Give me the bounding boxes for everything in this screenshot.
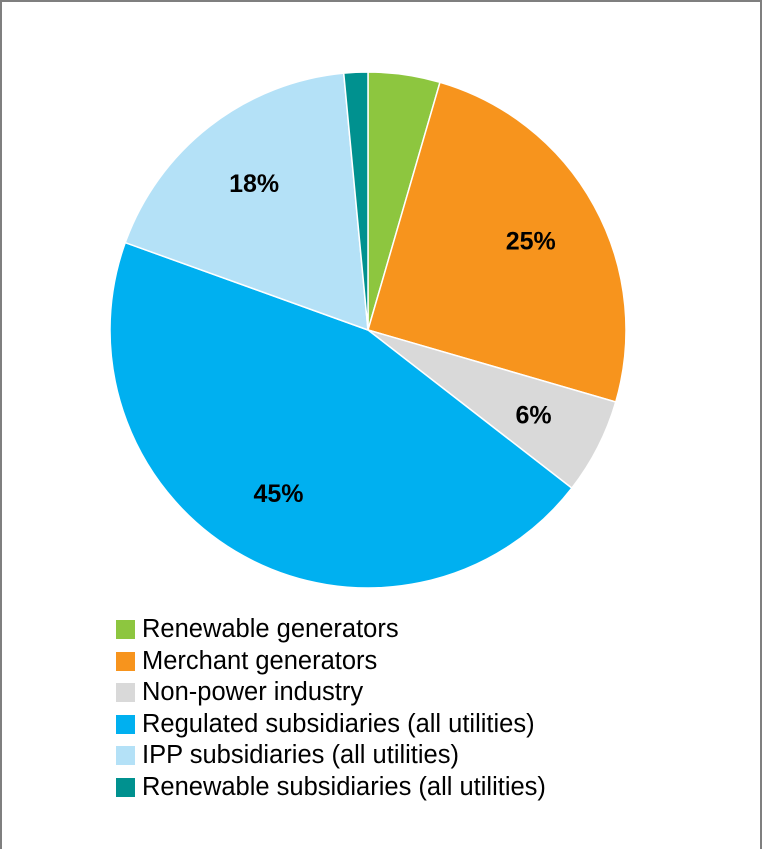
legend-label: Renewable subsidiaries (all utilities) xyxy=(142,772,546,801)
pie-slice xyxy=(124,72,369,332)
pie-chart: 25% 6% 45% 18% xyxy=(109,71,627,589)
slice-data-label: 25% xyxy=(506,228,556,256)
legend-item-regulated-subsidiaries: Regulated subsidiaries (all utilities) xyxy=(116,709,546,741)
slice-data-label: 18% xyxy=(229,170,279,198)
legend-label: Renewable generators xyxy=(142,615,399,644)
legend-item-ipp-subsidiaries: IPP subsidiaries (all utilities) xyxy=(116,740,546,772)
legend-label: IPP subsidiaries (all utilities) xyxy=(142,741,459,770)
legend-item-merchant-generators: Merchant generators xyxy=(116,646,546,678)
legend: Renewable generators Merchant generators… xyxy=(116,614,546,803)
pie-slice xyxy=(109,241,573,589)
pie-slice xyxy=(342,71,369,331)
legend-swatch xyxy=(116,651,135,671)
legend-swatch xyxy=(116,777,135,797)
legend-label: Non-power industry xyxy=(142,678,364,707)
legend-swatch xyxy=(116,714,135,734)
legend-swatch xyxy=(116,746,135,766)
slice-data-label: 6% xyxy=(515,401,551,429)
legend-label: Merchant generators xyxy=(142,646,378,675)
legend-item-renewable-generators: Renewable generators xyxy=(116,614,546,646)
legend-swatch xyxy=(116,620,135,640)
pie-slice xyxy=(367,81,627,403)
legend-item-renewable-subsidiaries: Renewable subsidiaries (all utilities) xyxy=(116,772,546,804)
legend-label: Regulated subsidiaries (all utilities) xyxy=(142,709,535,738)
legend-item-non-power-industry: Non-power industry xyxy=(116,677,546,709)
slice-data-label: 45% xyxy=(253,480,303,508)
legend-swatch xyxy=(116,683,135,703)
